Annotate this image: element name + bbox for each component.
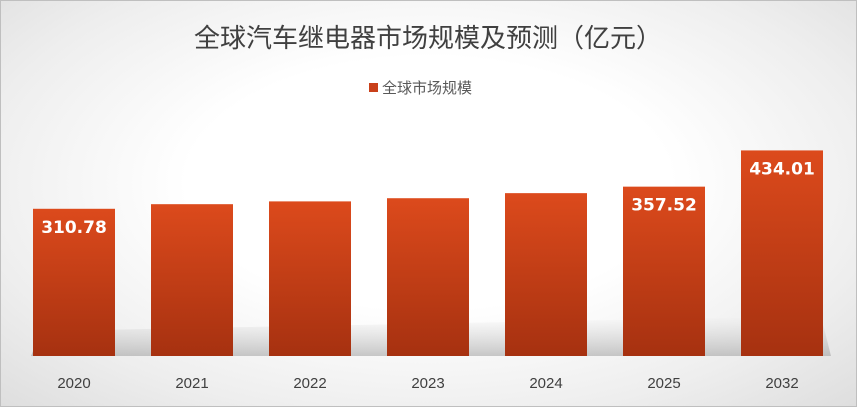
legend: 全球市场规模 xyxy=(369,79,472,97)
x-tick-2022: 2022 xyxy=(293,375,326,392)
bar-2022 xyxy=(269,201,351,356)
bar-2032 xyxy=(741,150,823,356)
x-tick-2032: 2032 xyxy=(765,375,798,392)
x-tick-2021: 2021 xyxy=(175,375,208,392)
x-axis-ticks: 2020 2021 2022 2023 2024 2025 2032 xyxy=(57,375,798,392)
data-labels-group: 310.78 357.52 434.01 xyxy=(41,159,815,237)
legend-marker xyxy=(369,83,378,92)
x-tick-2020: 2020 xyxy=(57,375,90,392)
chart-title: 全球汽车继电器市场规模及预测（亿元） xyxy=(194,24,662,54)
bar-2025 xyxy=(623,186,705,356)
bar-2024 xyxy=(505,193,587,356)
bar-2023 xyxy=(387,198,469,356)
data-label-2032: 434.01 xyxy=(749,159,815,179)
data-label-2025: 357.52 xyxy=(631,196,697,216)
data-label-2020: 310.78 xyxy=(41,218,107,238)
x-tick-2024: 2024 xyxy=(529,375,562,392)
x-tick-2023: 2023 xyxy=(411,375,444,392)
bar-2020 xyxy=(33,208,115,356)
x-tick-2025: 2025 xyxy=(647,375,680,392)
bars-group xyxy=(33,150,823,356)
legend-label: 全球市场规模 xyxy=(382,79,472,97)
bar-2021 xyxy=(151,204,233,356)
